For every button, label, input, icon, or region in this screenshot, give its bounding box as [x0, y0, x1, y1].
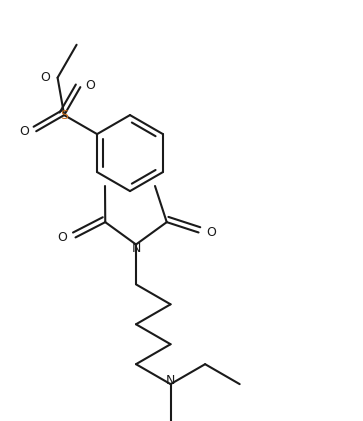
Text: O: O	[207, 226, 216, 239]
Text: O: O	[41, 71, 50, 84]
Text: O: O	[58, 231, 68, 244]
Text: S: S	[60, 109, 68, 122]
Text: O: O	[19, 125, 29, 138]
Text: N: N	[131, 242, 141, 255]
Text: O: O	[85, 79, 95, 92]
Text: N: N	[166, 373, 175, 386]
